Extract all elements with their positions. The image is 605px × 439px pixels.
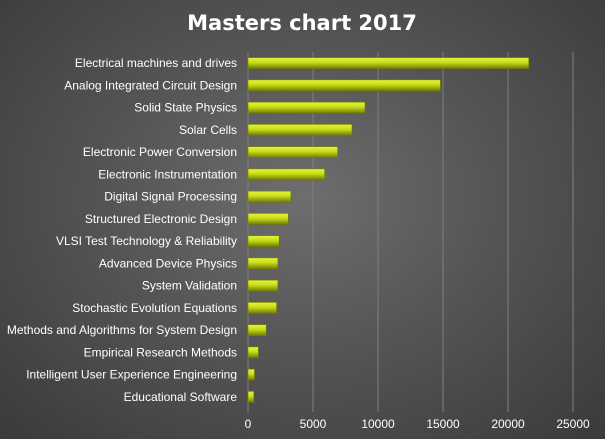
bar [247, 124, 353, 136]
bar [247, 235, 280, 247]
bar [247, 279, 279, 292]
category-label: Empirical Research Methods [84, 345, 237, 359]
bar [247, 346, 259, 359]
bar [247, 391, 255, 403]
category-label: Electronic Power Conversion [83, 145, 237, 159]
bar [247, 257, 279, 270]
x-tick-label: 5000 [300, 417, 327, 431]
x-tick-label: 0 [245, 417, 252, 431]
bar [247, 101, 366, 114]
x-tick-label: 15000 [426, 417, 460, 431]
x-tick-label: 25000 [556, 417, 590, 431]
bar [247, 368, 255, 381]
category-label: Solar Cells [179, 123, 237, 137]
category-label: Educational Software [124, 390, 238, 404]
bar [247, 190, 292, 203]
category-label: Analog Integrated Circuit Design [64, 78, 237, 92]
bar [247, 213, 289, 225]
bar [247, 168, 325, 181]
category-label: Electronic Instrumentation [98, 167, 237, 181]
category-labels: Electrical machines and drives Analog Int… [7, 56, 237, 404]
bars [247, 57, 530, 403]
bar [247, 324, 267, 336]
bar [247, 302, 277, 314]
x-tick-label: 20000 [491, 417, 525, 431]
category-label: Electrical machines and drives [75, 56, 237, 70]
category-label: Advanced Device Physics [99, 256, 237, 270]
bar [247, 79, 441, 92]
bar [247, 57, 530, 69]
x-tick-label: 10000 [361, 417, 395, 431]
category-label: System Validation [142, 279, 237, 293]
category-label: Stochastic Evolution Equations [72, 301, 237, 315]
chart-title: Masters chart 2017 [187, 11, 417, 35]
category-label: VLSI Test Technology & Reliability [56, 234, 237, 248]
category-label: Structured Electronic Design [85, 212, 237, 226]
category-label: Methods and Algorithms for System Design [7, 323, 237, 337]
category-label: Intelligent User Experience Engineering [26, 368, 237, 382]
category-label: Digital Signal Processing [104, 190, 237, 204]
x-tick-labels: 0 5000 10000 15000 20000 25000 [245, 417, 590, 431]
category-label: Solid State Physics [134, 101, 237, 115]
bar [247, 146, 338, 158]
